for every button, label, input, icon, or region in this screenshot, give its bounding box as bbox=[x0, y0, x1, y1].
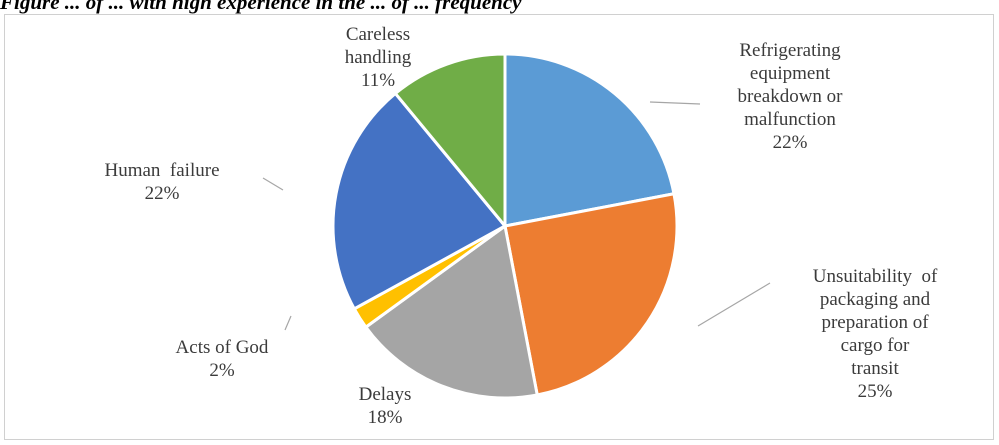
slice-label-3-line-0: Acts of God bbox=[176, 337, 269, 358]
slice-label-2-line-1: 18% bbox=[368, 407, 403, 428]
slice-label-1-line-1: packaging and bbox=[820, 289, 931, 310]
slice-label-3-line-1: 2% bbox=[209, 360, 235, 381]
leader-line-1 bbox=[698, 283, 770, 326]
slice-label-1-line-0: Unsuitability of bbox=[813, 266, 938, 287]
slice-label-0-line-2: breakdown or bbox=[738, 86, 844, 107]
slice-label-5-line-1: handling bbox=[345, 47, 412, 68]
slice-label-5: Careless handling 11% bbox=[345, 24, 412, 91]
slice-label-1-line-4: transit bbox=[851, 358, 899, 379]
slice-label-5-line-2: 11% bbox=[361, 70, 395, 91]
slice-label-1-line-2: preparation of bbox=[821, 312, 929, 333]
slice-label-2: Delays 18% bbox=[359, 384, 412, 428]
slice-label-0-line-0: Refrigerating bbox=[739, 40, 841, 61]
slice-label-0: Refrigerating equipment breakdown or malfun… bbox=[738, 40, 844, 153]
slice-label-4-line-0: Human failure bbox=[104, 160, 219, 181]
pie-slices bbox=[333, 54, 677, 398]
leader-line-4 bbox=[263, 178, 283, 190]
slice-label-4-line-1: 22% bbox=[145, 183, 180, 204]
leader-line-0 bbox=[650, 102, 700, 104]
slice-label-0-line-1: equipment bbox=[750, 63, 831, 84]
slice-label-4: Human failure 22% bbox=[104, 160, 219, 204]
slice-label-3: Acts of God 2% bbox=[176, 337, 269, 381]
slice-label-0-line-4: 22% bbox=[773, 132, 808, 153]
slice-label-5-line-0: Careless bbox=[346, 24, 410, 45]
slice-label-0-line-3: malfunction bbox=[744, 109, 836, 130]
slice-label-1-line-3: cargo for bbox=[841, 335, 910, 356]
slice-label-2-line-0: Delays bbox=[359, 384, 412, 405]
slice-label-1: Unsuitability of packaging and preparation… bbox=[813, 266, 938, 402]
leader-line-3 bbox=[285, 316, 291, 330]
slice-label-1-line-5: 25% bbox=[858, 381, 893, 402]
